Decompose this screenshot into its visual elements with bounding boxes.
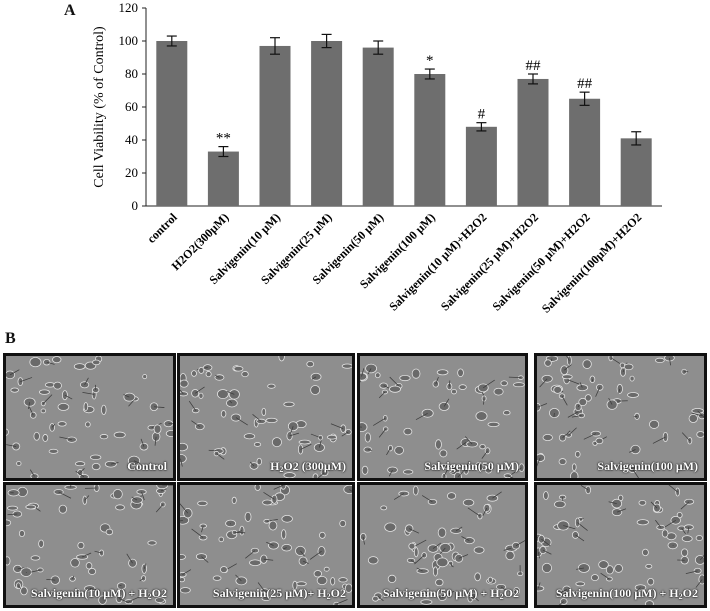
caption-subscript: 2 bbox=[499, 592, 504, 601]
micrograph-panel: Salvigenin(100 µM) + H2O2 bbox=[534, 482, 707, 608]
caption-tail: O2 bbox=[330, 586, 346, 600]
bar bbox=[465, 126, 497, 206]
y-tick-label: 20 bbox=[125, 165, 138, 180]
cell-texture bbox=[6, 485, 173, 605]
category-label: control bbox=[144, 210, 180, 246]
significance-marker: ** bbox=[216, 131, 231, 147]
y-tick-label: 80 bbox=[125, 66, 138, 81]
micrograph-panel: H2O2 (300µM) bbox=[177, 353, 355, 481]
micrograph-caption: Salvigenin(25 µM)+ H2O2 bbox=[213, 586, 346, 601]
bar bbox=[620, 138, 652, 206]
caption-subscript: 2 bbox=[326, 592, 331, 601]
bar bbox=[569, 98, 601, 206]
y-tick-label: 40 bbox=[125, 132, 138, 147]
y-tick-label: 0 bbox=[132, 198, 139, 213]
micrograph-panel: Salvigenin(50 µM) bbox=[357, 353, 528, 481]
category-label: Salvigenin(10 µM)+H2O2 bbox=[386, 210, 489, 313]
caption-tail: O2 (300µM) bbox=[283, 459, 346, 473]
caption-tail: O2 bbox=[682, 586, 698, 600]
micrograph-caption: Salvigenin(100 µM) bbox=[597, 459, 698, 474]
cell-texture bbox=[360, 485, 525, 605]
bar bbox=[259, 45, 291, 207]
micrograph-panel: Salvigenin(10 µM) + H2O2 bbox=[3, 482, 176, 608]
caption-subscript: 2 bbox=[678, 592, 683, 601]
bar bbox=[517, 78, 549, 206]
micrograph-panel: Salvigenin(25 µM)+ H2O2 bbox=[177, 482, 355, 608]
significance-marker: ## bbox=[526, 58, 542, 74]
caption-text: Salvigenin(50 µM) bbox=[424, 459, 519, 473]
micrograph-caption: Salvigenin(50 µM) + H2O2 bbox=[383, 586, 519, 601]
y-tick-label: 120 bbox=[119, 0, 139, 15]
micrograph-caption: Salvigenin(100 µM) + H2O2 bbox=[556, 586, 698, 601]
caption-tail: O2 bbox=[151, 586, 167, 600]
panel-label-b: B bbox=[5, 330, 16, 347]
micrograph-caption: Salvigenin(10 µM) + H2O2 bbox=[31, 586, 167, 601]
category-label: Salvigenin(100µM)+H2O2 bbox=[539, 210, 644, 315]
cell-texture bbox=[6, 356, 173, 478]
significance-marker: ## bbox=[577, 76, 593, 92]
caption-text: Salvigenin(10 µM) + H bbox=[30, 586, 148, 600]
y-tick-label: 100 bbox=[119, 33, 139, 48]
y-axis-label: Cell Viability (% of Control) bbox=[92, 26, 107, 188]
cell-texture bbox=[360, 363, 525, 478]
bar bbox=[156, 41, 188, 206]
micrograph-panel: Control bbox=[3, 353, 176, 481]
caption-text: H bbox=[270, 459, 280, 473]
panel-label-a: A bbox=[64, 2, 76, 19]
bar-chart: Cell Viability (% of Control) 0 20 40 60 80 1… bbox=[92, 0, 662, 316]
caption-subscript: 2 bbox=[279, 465, 284, 474]
significance-marker: * bbox=[426, 53, 434, 69]
micrograph-caption: Salvigenin(50 µM) bbox=[424, 459, 519, 474]
category-label: Salvigenin(50 µM)+H2O2 bbox=[489, 210, 592, 313]
category-label: Salvigenin(25 µM)+H2O2 bbox=[438, 210, 541, 313]
caption-tail: O2 bbox=[503, 586, 519, 600]
micrograph-panel: Salvigenin(50 µM) + H2O2 bbox=[357, 482, 528, 608]
significance-marker: # bbox=[478, 107, 486, 123]
caption-text: Salvigenin(100 µM) bbox=[597, 459, 698, 473]
micrograph-caption: H2O2 (300µM) bbox=[270, 459, 346, 474]
cell-texture bbox=[180, 356, 352, 478]
bar bbox=[414, 74, 446, 206]
bar bbox=[362, 47, 394, 206]
bar bbox=[207, 151, 239, 206]
cell-texture bbox=[537, 485, 704, 605]
micrograph-caption: Control bbox=[127, 459, 167, 474]
caption-subscript: 2 bbox=[147, 592, 152, 601]
caption-text: Control bbox=[127, 459, 167, 473]
caption-text: Salvigenin(50 µM) + H bbox=[382, 586, 500, 600]
cell-texture bbox=[537, 356, 704, 478]
caption-text: Salvigenin(25 µM)+ H bbox=[212, 586, 327, 600]
bar bbox=[311, 41, 343, 206]
micrograph-panel: Salvigenin(100 µM) bbox=[534, 353, 707, 481]
y-tick-label: 60 bbox=[125, 99, 138, 114]
cell-texture bbox=[180, 485, 352, 605]
caption-text: Salvigenin(100 µM) + H bbox=[555, 586, 679, 600]
